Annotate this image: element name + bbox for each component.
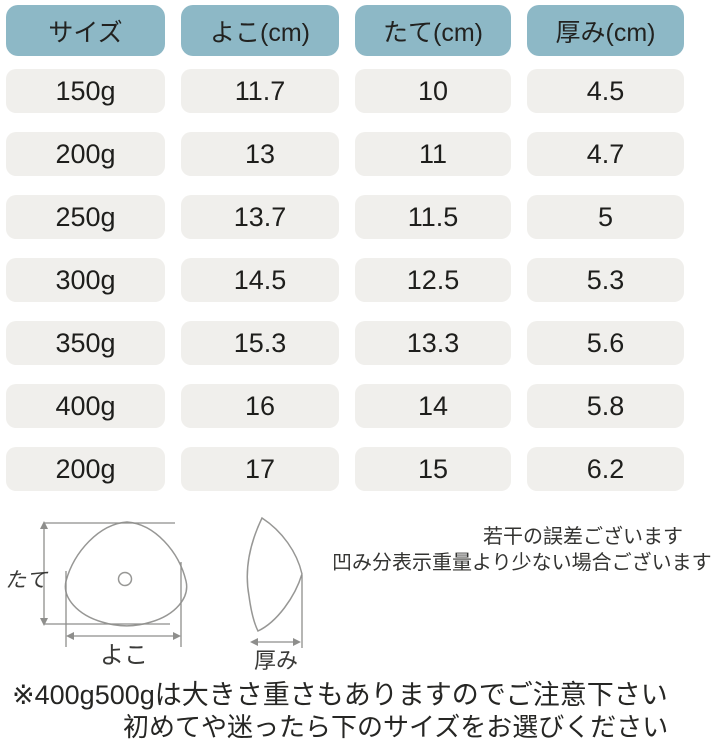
height-cell: 12.5 <box>355 258 511 302</box>
thickness-cell: 6.2 <box>527 447 684 491</box>
recommendation-footnote: 初めてや迷ったら下のサイズをお選びください <box>123 712 669 742</box>
thickness-cell: 4.5 <box>527 69 684 113</box>
tolerance-note: 若干の誤差ございます <box>483 526 683 548</box>
width-cell: 17 <box>181 447 339 491</box>
thickness-dimension-label: 厚み <box>254 648 298 673</box>
caution-footnote: ※400g500gは大きさ重さもありますのでご注意下さい <box>12 680 668 710</box>
table-body: 150g 11.7 10 4.5 200g 13 11 4.7 250g 13.… <box>6 69 686 491</box>
arrow-left-icon <box>250 638 258 646</box>
header-size: サイズ <box>6 5 165 56</box>
size-table: サイズ よこ(cm) たて(cm) 厚み(cm) 150g 11.7 10 4.… <box>6 5 686 491</box>
width-cell: 14.5 <box>181 258 339 302</box>
horizontal-dimension-label: よこ <box>100 642 148 669</box>
header-height: たて(cm) <box>355 5 511 56</box>
header-thickness: 厚み(cm) <box>527 5 684 56</box>
height-cell: 11 <box>355 132 511 176</box>
height-cell: 14 <box>355 384 511 428</box>
thickness-cell: 4.7 <box>527 132 684 176</box>
arrow-right-icon <box>293 638 301 646</box>
arrow-up-icon <box>40 521 48 529</box>
size-cell: 200g <box>6 132 165 176</box>
thickness-cell: 5 <box>527 195 684 239</box>
size-cell: 350g <box>6 321 165 365</box>
arrow-left-icon <box>66 632 74 640</box>
side-view-drawing: 厚み <box>246 516 303 673</box>
thickness-cell: 5.3 <box>527 258 684 302</box>
side-outline-shape <box>246 516 303 632</box>
size-cell: 200g <box>6 447 165 491</box>
thickness-cell: 5.6 <box>527 321 684 365</box>
width-cell: 13 <box>181 132 339 176</box>
table-header-row: サイズ よこ(cm) たて(cm) 厚み(cm) <box>6 5 686 56</box>
header-width: よこ(cm) <box>181 5 339 56</box>
height-cell: 10 <box>355 69 511 113</box>
size-cell: 400g <box>6 384 165 428</box>
size-cell: 250g <box>6 195 165 239</box>
height-cell: 15 <box>355 447 511 491</box>
arrow-down-icon <box>40 618 48 626</box>
front-view-drawing: たて よこ <box>5 521 188 669</box>
width-cell: 13.7 <box>181 195 339 239</box>
front-outline-shape <box>64 521 188 627</box>
size-cell: 300g <box>6 258 165 302</box>
weight-note: 凹み分表示重量より少ない場合ございます <box>332 552 712 574</box>
width-cell: 11.7 <box>181 69 339 113</box>
measurement-diagram: たて よこ 厚み <box>5 516 303 673</box>
width-cell: 16 <box>181 384 339 428</box>
center-dot-icon <box>117 571 133 587</box>
height-cell: 11.5 <box>355 195 511 239</box>
vertical-dimension-label: たて <box>5 569 49 592</box>
size-cell: 150g <box>6 69 165 113</box>
width-cell: 15.3 <box>181 321 339 365</box>
height-cell: 13.3 <box>355 321 511 365</box>
thickness-cell: 5.8 <box>527 384 684 428</box>
arrow-right-icon <box>173 632 181 640</box>
